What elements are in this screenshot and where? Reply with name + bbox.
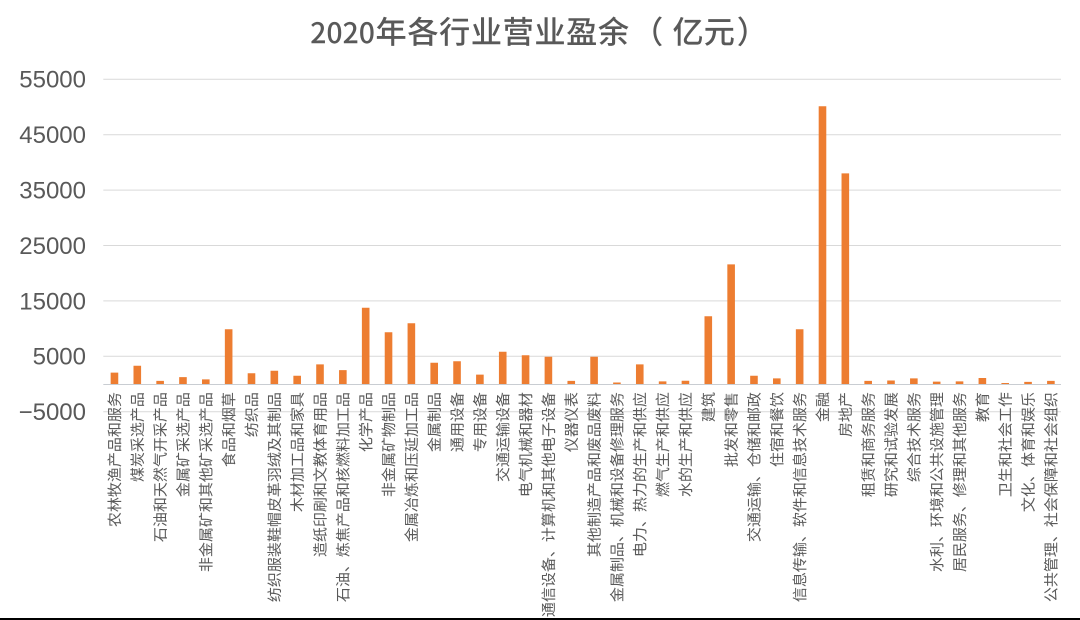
svg-text:−5000: −5000 <box>19 399 86 426</box>
svg-text:45000: 45000 <box>19 122 86 149</box>
svg-text:15000: 15000 <box>19 288 86 315</box>
svg-text:5000: 5000 <box>33 344 86 371</box>
svg-text:25000: 25000 <box>19 233 86 260</box>
svg-text:55000: 55000 <box>19 67 86 94</box>
svg-text:35000: 35000 <box>19 178 86 205</box>
